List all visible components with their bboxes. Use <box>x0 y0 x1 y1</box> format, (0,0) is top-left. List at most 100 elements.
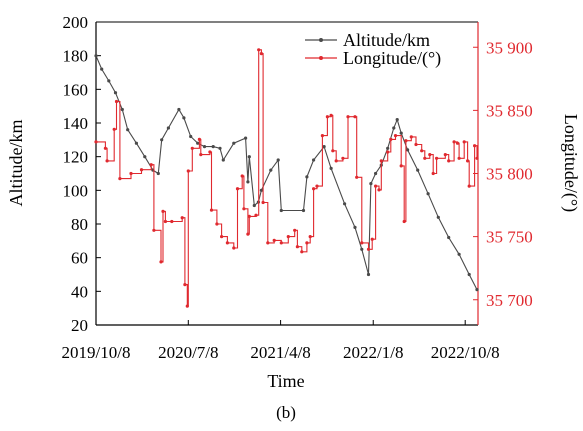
data-point <box>402 219 406 224</box>
data-point <box>129 171 133 176</box>
data-point <box>186 169 190 173</box>
data-point <box>312 158 316 162</box>
data-point <box>414 142 418 147</box>
data-point <box>170 219 174 224</box>
data-point <box>247 155 251 159</box>
data-point <box>215 222 219 226</box>
data-point <box>221 158 225 162</box>
data-point <box>377 188 381 192</box>
data-point <box>120 107 124 112</box>
data-point <box>166 126 170 130</box>
data-point <box>426 192 430 196</box>
data-point <box>220 235 224 239</box>
data-point <box>374 184 378 188</box>
data-point <box>105 159 109 163</box>
data-point <box>163 219 167 224</box>
data-point <box>189 134 193 139</box>
data-point <box>360 247 364 251</box>
series-longitude <box>94 48 479 308</box>
data-point <box>276 158 280 162</box>
data-point <box>360 241 364 245</box>
data-point <box>235 187 240 191</box>
y-axis-right-title: Longitude/(°) <box>560 114 581 212</box>
data-point <box>94 140 98 144</box>
data-point <box>232 246 236 250</box>
data-point <box>393 134 398 138</box>
data-point <box>428 153 432 157</box>
data-point <box>467 184 471 188</box>
data-point <box>329 166 333 170</box>
x-tick-label: 2022/10/8 <box>431 343 500 362</box>
data-point <box>395 118 399 122</box>
data-point <box>293 228 297 232</box>
data-point <box>355 175 359 179</box>
data-point <box>389 137 393 141</box>
data-point <box>300 250 304 254</box>
x-tick-label: 2022/1/8 <box>343 343 403 362</box>
data-point <box>409 135 413 139</box>
data-point <box>199 153 203 157</box>
legend-swatch-marker <box>319 38 323 42</box>
y-left-tick-label: 20 <box>71 316 88 335</box>
data-point <box>447 159 451 163</box>
data-point <box>118 177 122 181</box>
y-left-tick-label: 60 <box>71 249 88 268</box>
data-point <box>143 155 147 159</box>
data-point <box>107 79 111 83</box>
y-left-tick-label: 120 <box>63 148 89 167</box>
series-altitude <box>94 54 479 292</box>
data-point <box>242 207 246 211</box>
x-tick-label: 2019/10/8 <box>62 343 131 362</box>
data-point <box>185 304 189 308</box>
data-point <box>114 99 119 104</box>
data-point <box>457 252 461 256</box>
y-right-tick-label: 35 850 <box>486 101 533 120</box>
data-point <box>113 91 118 95</box>
data-point <box>346 115 350 119</box>
data-point <box>366 272 371 277</box>
data-point <box>208 150 212 154</box>
data-point <box>305 175 309 179</box>
data-point <box>257 48 261 52</box>
data-point <box>112 127 116 131</box>
data-point <box>462 140 466 144</box>
data-point <box>247 214 251 218</box>
data-point <box>366 247 371 251</box>
data-point <box>406 148 410 152</box>
y-left-tick-label: 140 <box>63 114 89 133</box>
y-left-tick-label: 80 <box>71 215 88 234</box>
data-point <box>196 141 200 145</box>
data-point <box>315 184 319 188</box>
data-point <box>370 237 374 241</box>
data-point <box>261 200 265 205</box>
data-point <box>325 115 329 119</box>
figure-caption: (b) <box>276 403 296 422</box>
data-point <box>159 260 163 264</box>
data-point <box>329 113 333 117</box>
data-point <box>353 225 357 229</box>
y-left-tick-label: 40 <box>71 282 88 301</box>
data-point <box>232 141 236 145</box>
x-axis-title: Time <box>267 371 304 391</box>
series-line <box>95 55 478 290</box>
data-point <box>246 180 250 184</box>
data-point <box>139 168 144 172</box>
data-point <box>386 150 390 154</box>
data-point <box>320 134 324 138</box>
data-point <box>180 216 184 220</box>
data-point <box>301 208 306 213</box>
data-point <box>295 245 299 249</box>
data-point <box>447 235 451 240</box>
data-point <box>466 159 470 163</box>
y-left-tick-label: 100 <box>63 181 89 200</box>
data-point <box>341 156 345 160</box>
data-point <box>182 116 186 120</box>
data-point <box>423 156 427 160</box>
data-point <box>467 272 471 277</box>
data-point <box>209 208 214 212</box>
data-point <box>475 156 479 160</box>
data-point <box>416 168 420 172</box>
data-point <box>353 115 357 119</box>
